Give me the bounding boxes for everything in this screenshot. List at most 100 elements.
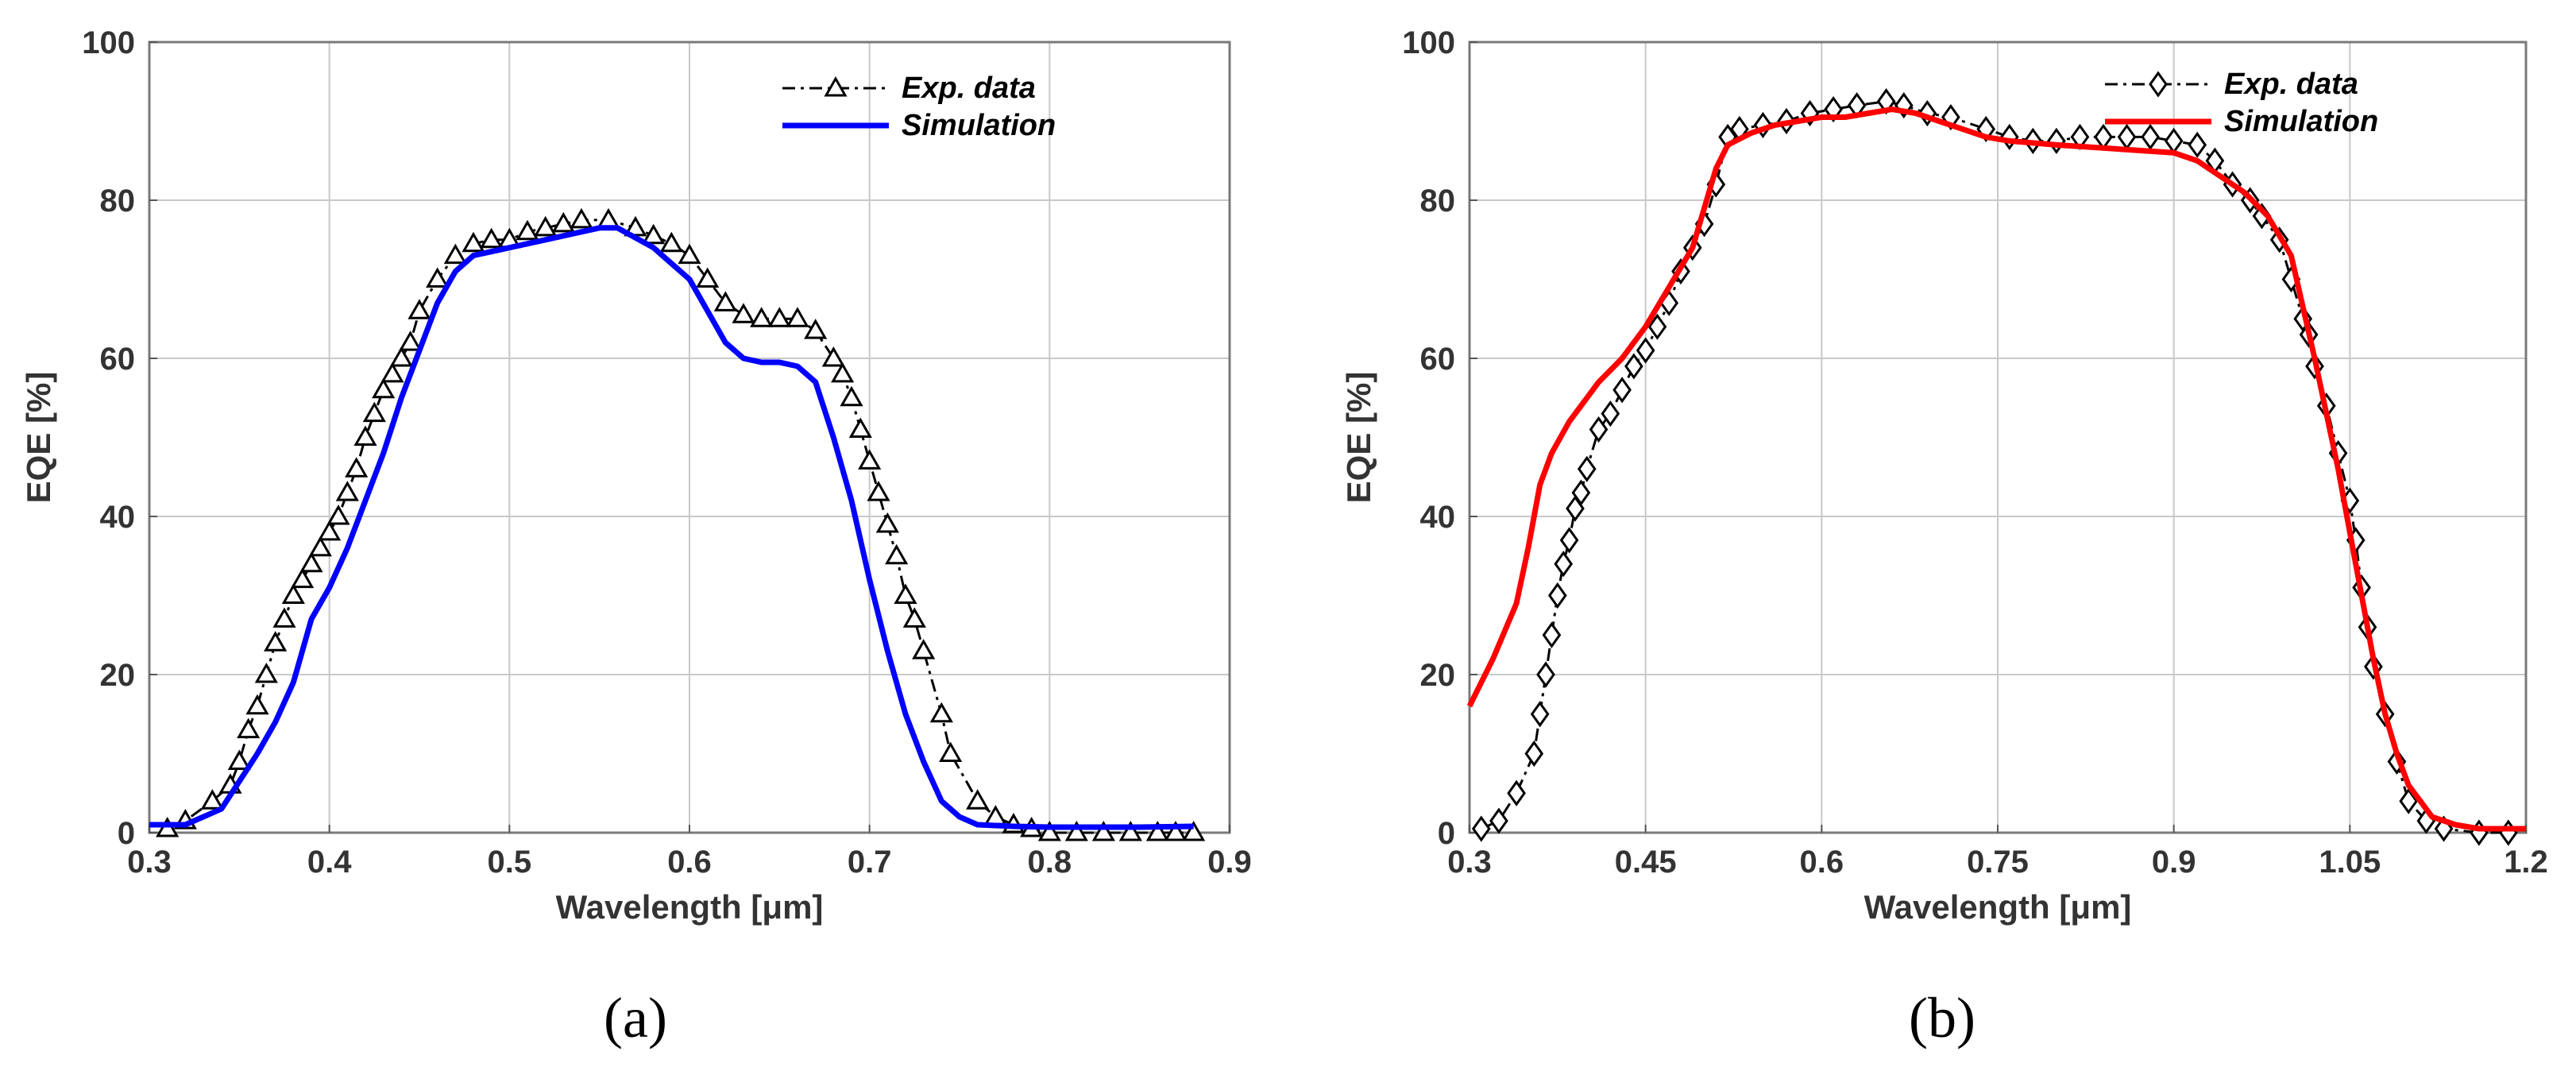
chart-a: 0.3 0.4 0.5 0.6 0.7 0.8 0.9 0 20 40 60 80 100 Wavelen…: [20, 25, 1252, 1050]
data-point-triangle: [597, 207, 620, 229]
data-point-triangle: [840, 385, 863, 407]
data-point-diamond: [1542, 621, 1562, 648]
x-tick-label: 0.8: [1028, 845, 1072, 880]
y-axis-label: EQE [%]: [20, 372, 57, 504]
data-point-triangle: [767, 307, 791, 327]
legend-marker-diamond: [2149, 71, 2168, 98]
legend-entry: Exp. data: [2105, 68, 2358, 101]
data-point-triangle: [786, 307, 809, 327]
x-tick-label: 1.2: [2504, 845, 2548, 880]
chart-b: 0.3 0.45 0.6 0.75 0.9 1.05 1.2 0 20 40 60 80 100 Wave…: [1340, 25, 2548, 1050]
x-tick-label: 0.5: [488, 845, 532, 880]
data-point-triangle: [939, 741, 963, 762]
data-point-triangle: [254, 662, 278, 683]
data-point-triangle: [399, 331, 423, 351]
data-point-triangle: [462, 231, 485, 253]
data-point-diamond: [1577, 455, 1597, 482]
data-point-triangle: [1037, 820, 1061, 841]
data-point-diamond: [1554, 551, 1574, 578]
x-tick-label: 0.9: [2152, 845, 2196, 880]
legend-label: Simulation: [902, 109, 1056, 142]
data-point-diamond: [1507, 779, 1526, 806]
y-tick-label: 0: [1438, 816, 1455, 851]
data-point-triangle: [372, 377, 396, 399]
data-point-triangle: [272, 607, 296, 628]
series-line: [1466, 106, 2526, 832]
series-exp-data: [1471, 88, 2518, 846]
series-line: [1481, 100, 2508, 834]
x-tick-label: 0.3: [127, 845, 172, 880]
x-axis-label: Wavelength [μm]: [556, 888, 824, 926]
y-tick-label: 60: [1420, 342, 1456, 377]
data-point-triangle: [480, 227, 504, 249]
x-axis-label: Wavelength [μm]: [1864, 888, 2132, 926]
data-point-triangle: [1164, 820, 1188, 841]
data-point-triangle: [732, 303, 755, 323]
data-point-triangle: [1118, 820, 1142, 841]
series-simulation: [1466, 106, 2526, 832]
data-point-diamond: [1636, 337, 1655, 364]
legend-entry: Simulation: [782, 109, 1056, 142]
data-point-triangle: [875, 512, 899, 533]
x-tick-label: 0.9: [1207, 845, 1252, 880]
data-point-triangle: [902, 607, 926, 628]
data-point-diamond: [2117, 123, 2137, 150]
data-point-triangle: [848, 417, 872, 439]
grid: [1469, 41, 2527, 833]
y-axis-label: EQE [%]: [1340, 372, 1377, 504]
data-point-triangle: [885, 543, 909, 565]
data-point-triangle: [318, 520, 342, 541]
data-point-triangle: [659, 231, 683, 253]
data-point-triangle: [200, 789, 224, 810]
x-tick-label: 0.6: [1800, 845, 1844, 880]
data-point-triangle: [516, 219, 539, 241]
data-point-triangle: [326, 504, 350, 525]
data-point-triangle: [534, 215, 558, 237]
y-tick-label: 0: [118, 816, 135, 851]
data-point-triangle: [1064, 820, 1088, 841]
x-tick-label: 0.75: [1967, 845, 2029, 880]
x-tick-label: 0.4: [307, 845, 352, 880]
data-point-triangle: [335, 481, 359, 501]
data-point-triangle: [966, 789, 990, 810]
data-point-diamond: [1624, 353, 1643, 380]
data-point-diamond: [2047, 127, 2066, 154]
y-tick-label: 100: [82, 25, 135, 60]
data-point-triangle: [570, 207, 593, 229]
y-tick-label: 20: [1420, 658, 1456, 693]
y-tick-label: 80: [1420, 184, 1456, 219]
data-point-triangle: [156, 817, 180, 837]
data-point-triangle: [713, 291, 737, 311]
data-point-diamond: [2164, 127, 2184, 154]
data-point-diamond: [2498, 819, 2518, 846]
data-point-triangle: [929, 702, 953, 723]
data-point-triangle: [426, 267, 450, 288]
x-tick-label: 0.7: [848, 845, 892, 880]
series-line: [149, 225, 1194, 830]
data-point-triangle: [912, 639, 936, 659]
data-point-triangle: [407, 299, 431, 319]
data-point-triangle: [750, 307, 774, 327]
data-point-diamond: [1999, 123, 2019, 150]
legend-entry: Exp. data: [782, 72, 1036, 105]
legend-label: Exp. data: [2224, 68, 2358, 101]
data-point-diamond: [1601, 400, 1620, 427]
data-point-triangle: [443, 243, 467, 265]
data-point-triangle: [867, 481, 890, 501]
data-point-diamond: [1530, 701, 1550, 728]
y-tick-label: 60: [100, 342, 136, 377]
legend-label: Simulation: [2224, 105, 2378, 138]
data-point-triangle: [299, 551, 323, 573]
data-point-triangle: [1091, 820, 1115, 841]
data-point-triangle: [353, 425, 377, 446]
data-point-triangle: [345, 457, 369, 478]
data-point-triangle: [804, 319, 828, 339]
data-point-triangle: [858, 449, 882, 470]
data-point-triangle: [389, 346, 413, 367]
data-point-triangle: [308, 536, 332, 557]
data-point-diamond: [1612, 377, 1632, 404]
legend-entry: Simulation: [2105, 105, 2378, 138]
x-tick-label: 0.6: [667, 845, 712, 880]
